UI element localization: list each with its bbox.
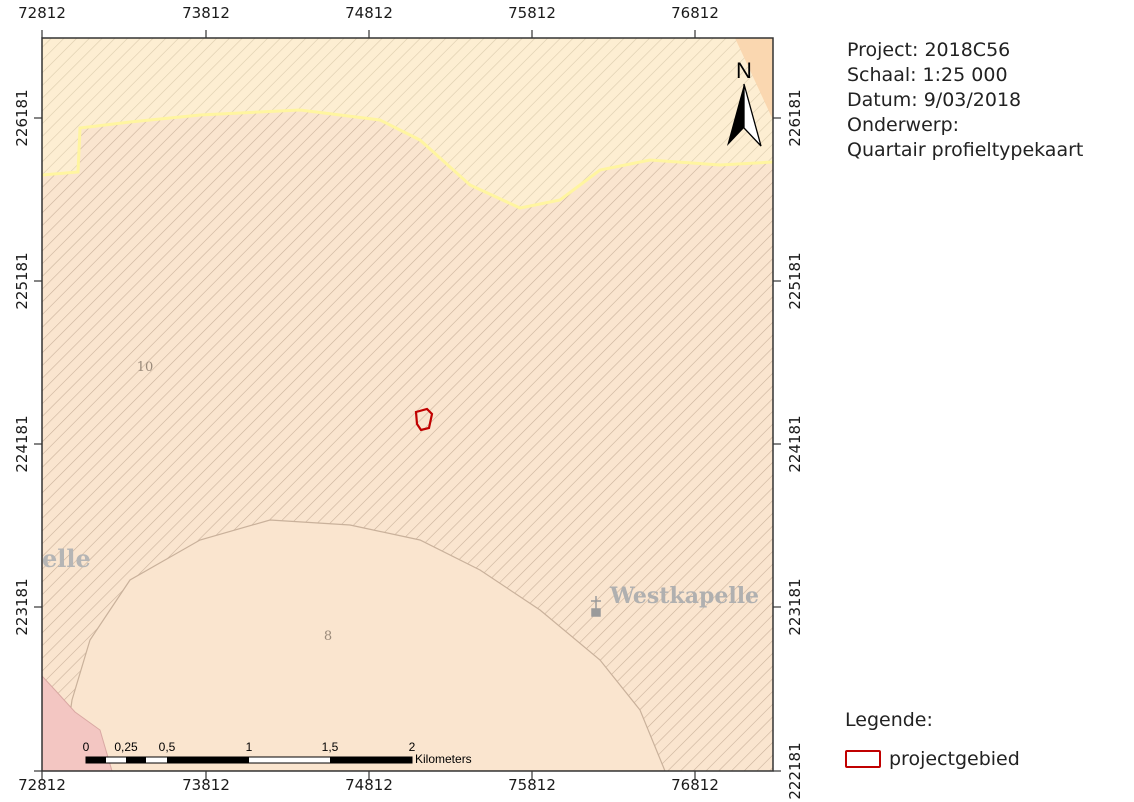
- y-tick-left: 223181: [13, 578, 31, 636]
- legend-label: projectgebied: [889, 748, 1020, 770]
- x-tick-top: 76812: [671, 4, 719, 22]
- subject-value: Quartair profieltypekaart: [847, 139, 1084, 161]
- x-tick-bottom: 74812: [345, 776, 393, 794]
- zone-8-area: [61, 519, 666, 771]
- legend-title: Legende:: [845, 709, 933, 731]
- project-area-outline[interactable]: [414, 407, 434, 432]
- map-info-panel: Project: 2018C56 Schaal: 1:25 000 Datum:…: [847, 38, 1083, 163]
- y-tick-left: 225181: [13, 252, 31, 310]
- x-tick-bottom: 72812: [18, 776, 66, 794]
- zone-10-label: 10: [137, 360, 154, 375]
- x-tick-top: 73812: [182, 4, 230, 22]
- church-icon: [591, 596, 601, 617]
- scale-label-2: 0,5: [159, 740, 176, 754]
- outline-swatch-icon: [845, 750, 881, 768]
- zone-top-hatch: [42, 38, 773, 208]
- y-tick-left: 224181: [13, 415, 31, 473]
- x-tick-top: 72812: [18, 4, 66, 22]
- scale-label-1: 0,25: [114, 740, 138, 754]
- town-label-west: elle: [42, 544, 91, 573]
- x-tick-bottom: 73812: [182, 776, 230, 794]
- date-line: Datum: 9/03/2018: [847, 89, 1022, 111]
- scale-label-5: 2: [409, 740, 416, 754]
- scale-unit: Kilometers: [415, 752, 472, 766]
- tick-marks: [34, 30, 781, 779]
- yellow-boundary: [42, 108, 773, 210]
- map-frame: [41, 37, 774, 772]
- scale-label-4: 1,5: [322, 740, 339, 754]
- north-arrow: N: [722, 58, 766, 154]
- scale-label-0: 0: [83, 740, 90, 754]
- x-tick-bottom: 75812: [508, 776, 556, 794]
- project-line: Project: 2018C56: [847, 39, 1011, 61]
- legend-item-projectgebied: projectgebied: [845, 748, 1020, 770]
- x-tick-top: 74812: [345, 4, 393, 22]
- y-tick-right: 223181: [786, 578, 804, 636]
- y-tick-left: 226181: [13, 89, 31, 147]
- x-tick-bottom: 76812: [671, 776, 719, 794]
- x-tick-top: 75812: [508, 4, 556, 22]
- y-tick-right: 226181: [786, 89, 804, 147]
- north-arrow-icon: [727, 84, 744, 146]
- north-label: N: [736, 58, 752, 83]
- corner-area: [735, 38, 773, 120]
- town-label-westkapelle: Westkapelle: [609, 583, 759, 609]
- scale-bar: [85, 756, 413, 764]
- subject-label: Onderwerp:: [847, 114, 960, 136]
- scale-label-3: 1: [246, 740, 253, 754]
- zone-8-label: 8: [324, 629, 332, 644]
- y-tick-right: 225181: [786, 252, 804, 310]
- scale-line: Schaal: 1:25 000: [847, 64, 1008, 86]
- y-tick-right: 224181: [786, 415, 804, 473]
- y-tick-right: 222181: [786, 742, 804, 800]
- zone-pink-area: [42, 675, 113, 771]
